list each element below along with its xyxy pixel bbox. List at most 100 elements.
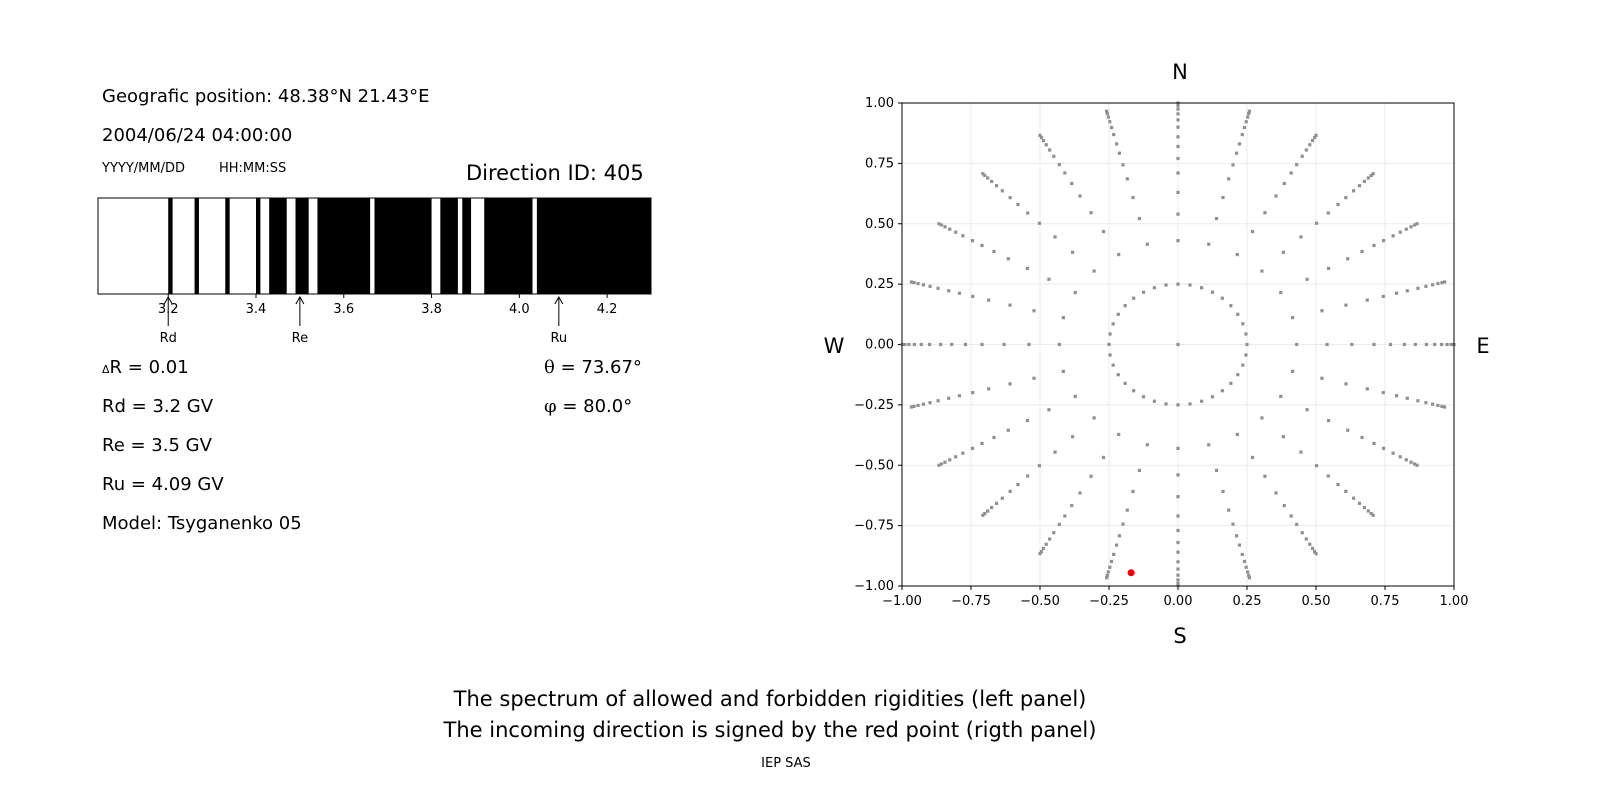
direction-point — [1247, 111, 1251, 116]
direction-point — [1260, 416, 1264, 420]
direction-point — [983, 173, 987, 178]
direction-point — [1300, 531, 1304, 535]
direction-point — [1106, 570, 1110, 574]
footer-line1: The spectrum of allowed and forbidden ri… — [453, 687, 1087, 711]
direction-point — [1357, 501, 1362, 505]
direction-point — [1305, 277, 1309, 281]
direction-point — [1123, 381, 1127, 385]
direction-point — [1220, 389, 1224, 393]
direction-point — [1210, 290, 1215, 294]
direction-point — [1176, 282, 1180, 286]
phi-value: = 80.0° — [562, 396, 633, 417]
direction-point — [1176, 171, 1180, 175]
direction-point — [1344, 382, 1348, 386]
direction-point — [943, 460, 947, 464]
direction-point — [928, 342, 932, 347]
direction-point — [1176, 578, 1180, 582]
direction-point — [1449, 342, 1453, 347]
compass-north: N — [1172, 60, 1188, 84]
direction-point — [1207, 242, 1211, 246]
forbidden-band — [295, 198, 309, 294]
direction-point — [948, 227, 952, 231]
direction-point — [986, 509, 990, 513]
direction-point — [939, 342, 943, 347]
direction-point — [937, 463, 941, 467]
direction-point — [1048, 537, 1052, 541]
direction-point — [1025, 266, 1030, 271]
direction-point — [943, 225, 947, 229]
direction-point — [1326, 418, 1331, 423]
direction-point — [1247, 109, 1252, 113]
direction-point — [1176, 212, 1180, 216]
direction-point — [928, 284, 932, 288]
direction-point — [1006, 257, 1010, 261]
direction-point — [1279, 394, 1283, 399]
direction-point — [992, 435, 996, 440]
direction-point — [1430, 283, 1435, 287]
direction-point — [1439, 342, 1444, 347]
direction-point — [1415, 222, 1419, 226]
direction-point — [1032, 376, 1036, 380]
x-tick-label: 4.2 — [597, 302, 618, 317]
direction-point — [1242, 125, 1247, 130]
direction-point — [1070, 181, 1074, 186]
direction-point — [1052, 154, 1056, 158]
direction-point — [1405, 289, 1409, 293]
direction-point — [1440, 281, 1444, 285]
direction-point — [1433, 342, 1437, 347]
direction-point — [1366, 509, 1370, 513]
direction-point — [1125, 508, 1129, 512]
time-format: HH:MM:SS — [219, 161, 287, 176]
direction-point — [1048, 148, 1052, 152]
direction-point — [1089, 474, 1093, 478]
direction-point — [1391, 234, 1395, 238]
direction-point — [1398, 230, 1402, 234]
direction-point — [1176, 550, 1180, 554]
direction-point — [1304, 537, 1308, 541]
direction-point — [1282, 503, 1286, 508]
direction-point — [1053, 235, 1057, 239]
direction-point — [1000, 496, 1004, 500]
direction-point — [1362, 179, 1366, 184]
direction-point — [1314, 133, 1318, 137]
direction-point — [1112, 552, 1116, 557]
direction-point — [1176, 403, 1180, 407]
direction-point — [971, 391, 975, 395]
direction-point — [1413, 462, 1417, 466]
direction-point — [1299, 235, 1303, 239]
direction-point — [1442, 280, 1447, 284]
arrow-head-icon — [295, 295, 305, 305]
direction-point — [1078, 491, 1082, 495]
direction-point — [912, 281, 916, 285]
direction-point — [1246, 115, 1250, 119]
direction-point — [1344, 303, 1348, 307]
direction-point — [1241, 322, 1245, 326]
direction-id: Direction ID: 405 — [466, 161, 644, 185]
direction-point — [921, 283, 926, 287]
direction-point — [1016, 202, 1020, 207]
direction-point — [990, 179, 994, 184]
direction-point — [1263, 474, 1267, 478]
forbidden-band — [484, 198, 533, 294]
plot-frame — [901, 102, 1455, 587]
direction-point — [1300, 154, 1304, 158]
direction-point — [1026, 474, 1030, 478]
direction-point — [1176, 107, 1180, 111]
direction-point — [1207, 443, 1211, 447]
direction-point — [1413, 342, 1417, 347]
direction-point — [1070, 503, 1074, 508]
x-tick-label: −1.00 — [882, 594, 922, 609]
direction-point — [1188, 402, 1192, 406]
direction-point — [1442, 405, 1447, 409]
direction-point — [1402, 342, 1406, 347]
forbidden-band — [256, 198, 261, 294]
direction-point — [1320, 376, 1324, 380]
y-tick-label: −0.50 — [854, 458, 894, 473]
direction-point — [1006, 428, 1010, 432]
direction-point — [1000, 189, 1004, 193]
direction-point — [1176, 540, 1180, 545]
direction-point — [919, 342, 923, 347]
direction-point — [1117, 252, 1121, 257]
direction-point — [907, 342, 911, 347]
